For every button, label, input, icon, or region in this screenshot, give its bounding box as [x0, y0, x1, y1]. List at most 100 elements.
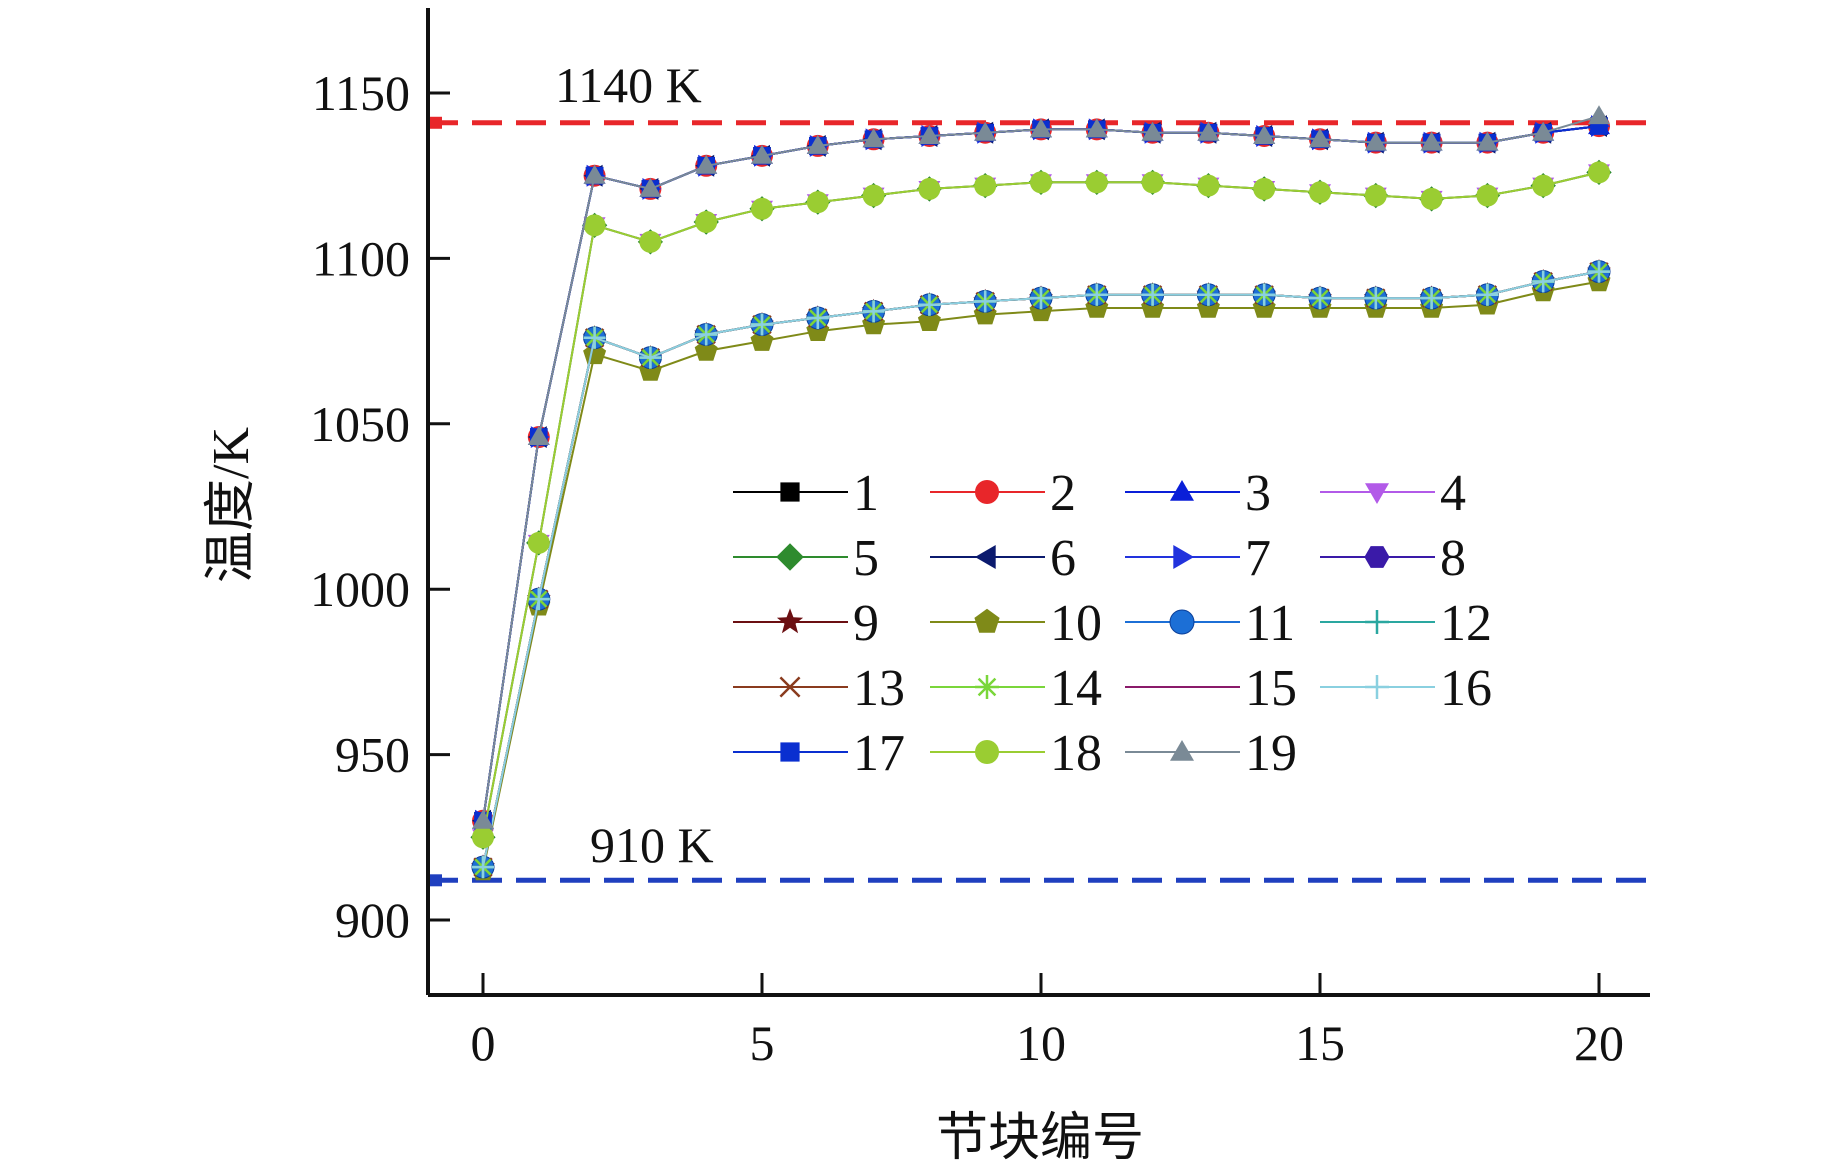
data-point: [1476, 131, 1499, 151]
data-point: [472, 809, 494, 829]
data-point: [472, 826, 494, 849]
data-point: [918, 125, 941, 144]
data-point: [806, 191, 829, 214]
legend-label: 2: [1050, 465, 1076, 522]
data-point: [1365, 483, 1389, 504]
legend-label: 10: [1050, 595, 1102, 652]
data-point: [779, 676, 801, 698]
data-point: [1197, 283, 1220, 306]
data-point: [695, 154, 718, 174]
data-point: [1030, 118, 1052, 138]
data-point: [1364, 546, 1390, 568]
legend-item-9: 9: [733, 595, 879, 652]
series-17: [474, 117, 1608, 830]
legend-label: 1: [853, 465, 879, 522]
legend-item-13: 13: [733, 660, 905, 717]
data-point: [975, 675, 999, 699]
legend-item-11: 11: [1125, 595, 1295, 652]
data-point: [862, 300, 885, 323]
data-point: [527, 588, 550, 611]
data-point: [974, 608, 1000, 633]
y-tick-label: 900: [335, 892, 410, 948]
y-tick-label: 950: [335, 727, 410, 783]
x-tick-label: 0: [471, 1015, 496, 1071]
series-line: [482, 171, 1600, 838]
data-point: [1532, 270, 1555, 293]
data-point: [1420, 187, 1443, 210]
legend-item-2: 2: [930, 465, 1076, 522]
legend-label: 11: [1245, 595, 1295, 652]
reference-line-label: 1140 K: [555, 57, 702, 113]
series-1: [474, 117, 1608, 830]
legend-label: 17: [853, 725, 905, 782]
data-point: [1588, 105, 1610, 125]
legend-label: 15: [1245, 660, 1297, 717]
reference-line-label: 910 K: [590, 817, 714, 873]
data-point: [583, 214, 606, 237]
legend-label: 12: [1440, 595, 1492, 652]
y-tick-label: 1150: [312, 65, 410, 121]
data-point: [1253, 177, 1276, 200]
series-19: [472, 105, 1610, 829]
data-point: [1364, 184, 1387, 207]
data-point: [1253, 283, 1276, 306]
series-line: [482, 171, 1600, 838]
legend-item-12: 12: [1320, 595, 1492, 652]
legend-label: 8: [1440, 530, 1466, 587]
data-point: [1309, 287, 1331, 310]
data-point: [695, 323, 718, 346]
data-point: [1532, 121, 1555, 141]
legend-label: 13: [853, 660, 905, 717]
series-16: [472, 260, 1610, 879]
data-point: [1420, 287, 1443, 310]
x-tick-label: 15: [1295, 1015, 1345, 1071]
legend-item-14: 14: [930, 660, 1102, 717]
data-point: [583, 164, 606, 184]
data-point: [751, 144, 773, 164]
data-point: [776, 608, 804, 634]
data-point: [1420, 131, 1443, 151]
data-point: [1197, 174, 1220, 197]
data-point: [1309, 128, 1331, 148]
data-point: [1085, 283, 1108, 306]
legend-item-1: 1: [733, 465, 879, 522]
x-axis-title: 节块编号: [936, 1110, 1144, 1167]
legend-item-17: 17: [733, 725, 905, 782]
data-point: [780, 482, 800, 502]
data-point: [1085, 171, 1108, 194]
data-point: [1085, 118, 1108, 138]
data-point: [918, 177, 941, 200]
legend-item-10: 10: [930, 595, 1102, 652]
data-point: [1476, 283, 1499, 306]
data-point: [974, 290, 997, 313]
legend-label: 14: [1050, 660, 1102, 717]
x-ticks: 0 5 10 15 20: [471, 973, 1624, 1071]
data-point: [975, 740, 999, 764]
series-18: [472, 161, 1610, 849]
data-point: [1532, 174, 1555, 197]
data-point: [918, 293, 941, 316]
data-point: [1170, 480, 1194, 501]
data-point: [806, 306, 829, 329]
data-point: [1030, 287, 1052, 310]
data-point: [1030, 171, 1052, 194]
data-point: [975, 480, 999, 504]
data-point: [1197, 121, 1220, 141]
data-point: [695, 211, 718, 234]
data-point: [1364, 131, 1387, 151]
y-tick-label: 1100: [312, 230, 410, 286]
legend-label: 5: [853, 530, 879, 587]
legend-item-4: 4: [1320, 465, 1466, 522]
legend-label: 18: [1050, 725, 1102, 782]
data-point: [1141, 171, 1164, 194]
legend-item-7: 7: [1125, 530, 1271, 587]
y-axis-title: 温度/K: [203, 427, 260, 583]
data-point: [1365, 610, 1389, 634]
y-tick-label: 1000: [310, 561, 410, 617]
data-point: [1141, 283, 1164, 306]
data-point: [862, 184, 885, 207]
x-tick-label: 5: [750, 1015, 775, 1071]
data-point: [527, 531, 550, 554]
